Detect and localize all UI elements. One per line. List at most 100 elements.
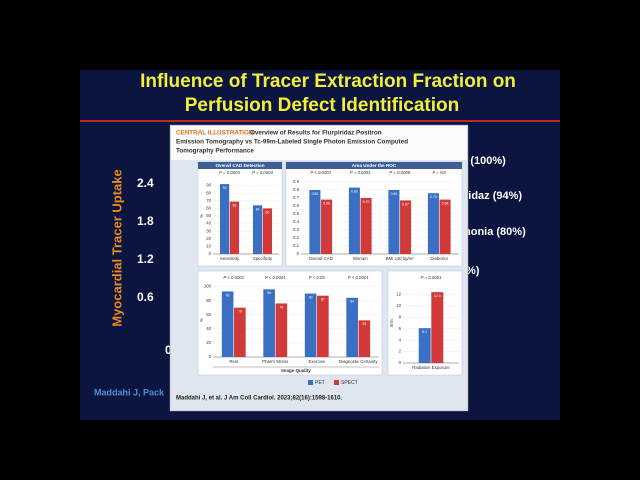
x-tick-label: Exercise [309, 359, 326, 364]
value-label: 96 [267, 291, 271, 295]
p-value: P = 0.0003 [219, 170, 240, 175]
y-tick-label: 0.6 [137, 290, 154, 304]
y-tick-label: 0 [209, 354, 212, 359]
y-tick-label: 30 [206, 228, 211, 233]
y-axis-label: % [199, 214, 204, 218]
y-tick-label: 0 [165, 343, 172, 357]
p-value: P = 0.0091 [350, 170, 371, 175]
y-tick-label: 40 [206, 326, 211, 331]
slide-title: Influence of Tracer Extraction Fraction … [140, 71, 516, 92]
y-tick-label: 60 [206, 206, 211, 211]
y-tick-label: 8 [399, 314, 402, 319]
bar [439, 199, 451, 254]
bar [321, 199, 333, 254]
value-label: 69 [233, 203, 237, 207]
x-tick-label: Radiation Exposure [412, 365, 450, 370]
y-tick-label: 4 [399, 337, 402, 342]
panel-title-bar [286, 162, 462, 169]
p-value: P = 0.0004 [252, 170, 273, 175]
panel-title: Area Under the ROC [352, 163, 397, 168]
y-tick-label: 1.2 [137, 252, 154, 266]
y-tick-label: 0 [209, 251, 212, 256]
p-value: P = 0.0001 [421, 275, 442, 280]
x-tick-label: Overall CAD [309, 256, 333, 261]
bar [234, 307, 246, 357]
value-label: 0.83 [351, 189, 358, 193]
y-tick-label: 0.3 [293, 227, 300, 232]
value-label: 12.4 [434, 294, 441, 298]
y-tick-label: 0.4 [293, 219, 300, 224]
x-tick-label: Pharm Stress [262, 359, 288, 364]
value-label: 84 [350, 300, 354, 304]
value-label: 64 [256, 207, 260, 211]
bar [275, 303, 288, 357]
x-tick-label: Diagnostic Certainty [339, 359, 378, 364]
x-tick-label: BMI ≥30 kg/m² [386, 256, 414, 261]
value-label: 0.80 [391, 192, 398, 196]
panel-title-bar [198, 162, 282, 169]
bar [388, 190, 400, 254]
x-tick-label: Diabetics [430, 256, 448, 261]
citation: Maddahi J, et al. J Am Coll Cardiol. 202… [176, 396, 343, 402]
illustration-header [171, 126, 467, 160]
value-label: 0.68 [323, 201, 330, 205]
header-label: CENTRAL ILLUSTRATION: [176, 130, 256, 137]
y-axis-label: Myocardial Tracer Uptake [109, 169, 124, 327]
y-tick-label: 0.9 [293, 179, 300, 184]
y-axis-label: mSv [389, 318, 394, 327]
bar [358, 320, 371, 357]
bar [304, 293, 317, 357]
legend-label: PET [315, 380, 325, 386]
slide-title: Perfusion Defect Identification [185, 95, 459, 116]
legend-label: SPECT [341, 380, 358, 386]
value-label: 52 [362, 322, 366, 326]
y-tick-label: 50 [206, 213, 211, 218]
value-label: 70 [238, 310, 242, 314]
bar [262, 208, 273, 254]
bar [348, 187, 360, 254]
x-axis-title: Image Quality [281, 368, 311, 373]
p-value: P = 0.0008 [389, 170, 410, 175]
panel-title: Overall CAD Detection [215, 163, 264, 168]
value-label: 93 [226, 293, 230, 297]
value-label: 0.80 [312, 192, 319, 196]
y-tick-label: 2.4 [137, 176, 154, 190]
bar [431, 292, 444, 363]
header-text: Tomography Performance [176, 148, 254, 155]
bar [229, 201, 240, 254]
bar [263, 289, 275, 357]
p-value: P < 0.0001 [223, 275, 244, 280]
x-tick-label: Women [353, 256, 368, 261]
y-tick-label: 0 [297, 251, 300, 256]
p-value: P < 0.0001 [348, 275, 369, 280]
y-tick-label: 60 [206, 312, 211, 317]
value-label: 87 [321, 298, 325, 302]
y-tick-label: 6 [399, 326, 402, 331]
slide-footer: Maddahi J, Pack [94, 387, 165, 397]
value-label: 90 [309, 295, 313, 299]
header-text: Overview of Results for Flurpiridaz Posi… [250, 130, 382, 137]
y-tick-label: 0.5 [293, 211, 300, 216]
legend-fragment: nonia (80%) [464, 226, 526, 238]
bar [427, 193, 439, 254]
y-tick-label: 20 [206, 340, 211, 345]
y-tick-label: 0 [399, 360, 402, 365]
value-label: 92 [223, 186, 227, 190]
y-tick-label: 100 [204, 284, 212, 289]
value-label: 0.76 [430, 195, 437, 199]
p-value: P < 0.0001 [265, 275, 286, 280]
x-tick-label: Sensitivity [220, 256, 240, 261]
y-tick-label: 0.8 [293, 187, 300, 192]
y-tick-label: 20 [206, 236, 211, 241]
y-tick-label: 1.8 [137, 214, 154, 228]
y-tick-label: 0.6 [293, 203, 300, 208]
y-tick-label: 90 [206, 183, 211, 188]
legend-swatch [308, 380, 313, 385]
value-label: 0.68 [442, 201, 449, 205]
bar [219, 184, 230, 254]
y-tick-label: 0.2 [293, 235, 300, 240]
y-tick-label: 0.1 [293, 243, 300, 248]
bar [309, 190, 321, 254]
legend-swatch [334, 380, 339, 385]
